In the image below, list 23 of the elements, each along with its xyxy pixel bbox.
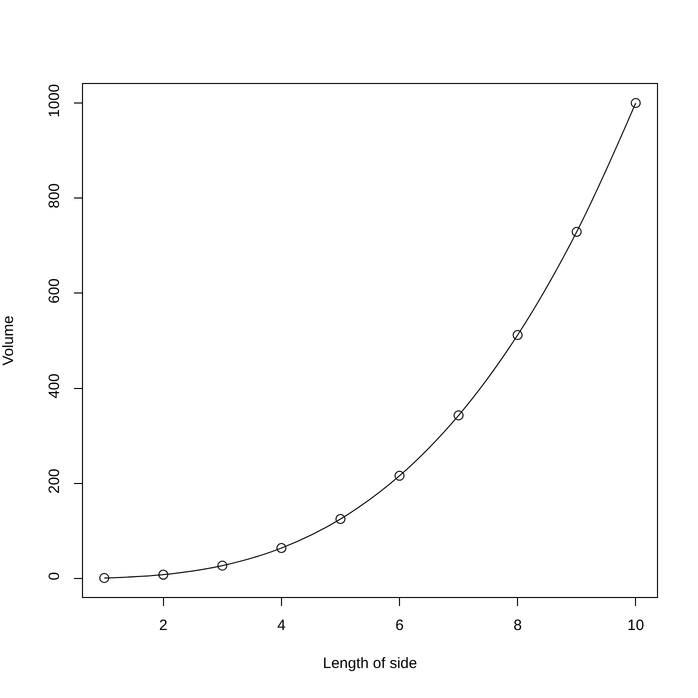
point <box>217 560 228 571</box>
x-tick-label: 4 <box>277 617 286 634</box>
x-tick-label: 8 <box>513 617 522 634</box>
point <box>512 330 523 340</box>
y-tick-label: 1000 <box>46 84 63 118</box>
point <box>99 573 110 583</box>
y-tick-label: 600 <box>46 278 63 304</box>
point <box>158 570 168 580</box>
y-tick-label: 400 <box>46 374 63 399</box>
point <box>572 226 582 237</box>
x-tick-label: 10 <box>627 617 644 634</box>
x-tick-label: 2 <box>159 617 168 634</box>
x-tick-label: 6 <box>395 617 404 634</box>
point <box>630 98 641 108</box>
point <box>394 470 405 481</box>
x-axis-title: Length of side <box>322 655 418 672</box>
point <box>454 410 464 420</box>
point <box>335 514 346 524</box>
y-tick-label: 200 <box>46 468 63 494</box>
y-tick-label: 800 <box>46 183 63 208</box>
y-axis-title: Volume <box>0 315 17 366</box>
point <box>276 543 286 554</box>
y-tick-label: 0 <box>46 572 63 580</box>
